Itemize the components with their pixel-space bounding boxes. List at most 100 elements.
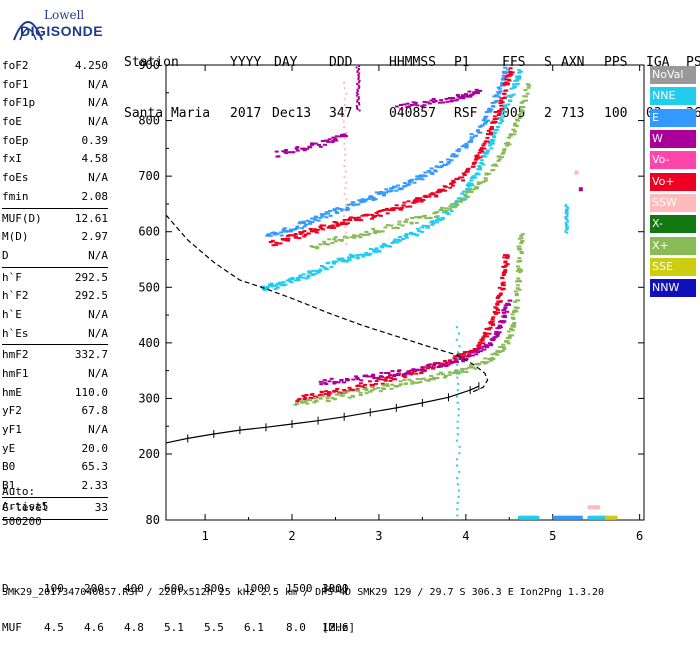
echo-point <box>357 96 360 99</box>
echo-point <box>487 172 492 175</box>
echo-point <box>501 284 506 287</box>
echo-point <box>500 156 505 159</box>
echo-point <box>440 165 444 168</box>
echo-point <box>511 317 516 319</box>
echo-point <box>300 231 305 234</box>
echo-point <box>301 220 306 223</box>
echo-point <box>348 219 353 222</box>
echo-point <box>517 288 522 291</box>
echo-point <box>465 190 470 193</box>
echo-point <box>521 106 526 109</box>
echo-point <box>417 230 422 233</box>
echo-point <box>417 177 422 180</box>
echo-point <box>298 274 303 277</box>
echo-point <box>502 314 507 317</box>
echo-point <box>324 390 329 393</box>
y-tick-label: 900 <box>138 58 160 72</box>
echo-point <box>508 134 513 137</box>
echo-point <box>337 223 342 226</box>
header-value-8: 713 <box>561 106 585 121</box>
echo-point <box>352 236 357 239</box>
echo-point <box>343 87 346 90</box>
muf-cell: 6.1 <box>244 621 264 634</box>
echo-point <box>290 276 295 279</box>
echo-point <box>441 101 446 104</box>
echo-point <box>331 390 336 393</box>
echo-point <box>455 439 458 442</box>
echo-point <box>414 200 419 203</box>
echo-point <box>386 372 391 374</box>
echo-point <box>381 242 386 245</box>
echo-point <box>495 334 500 337</box>
echo-point <box>287 279 292 282</box>
autoscaling-info: Auto: Artist5 500200 <box>2 484 48 529</box>
param-name: hmE <box>2 385 22 399</box>
echo-point <box>490 164 495 167</box>
echo-point <box>350 236 355 239</box>
echo-point <box>456 364 459 366</box>
header-value-7: 2 <box>544 106 552 121</box>
param-row: M(D) 2.97 <box>2 228 108 247</box>
echo-point <box>391 227 396 230</box>
param-value: N/A <box>88 423 108 437</box>
echo-point <box>566 211 569 214</box>
echo-point <box>405 371 410 374</box>
echo-point <box>451 179 456 182</box>
echo-point <box>508 334 512 337</box>
echo-point <box>418 197 423 200</box>
echo-point <box>438 365 443 368</box>
echo-point <box>397 369 402 372</box>
param-name: foEs <box>2 171 29 185</box>
echo-point <box>310 221 315 223</box>
echo-point <box>381 192 386 195</box>
echo-point <box>410 217 415 219</box>
echo-point <box>454 202 459 205</box>
param-row: yF2 67.8 <box>2 402 108 421</box>
echo-point <box>398 239 403 242</box>
echo-point <box>486 149 490 152</box>
echo-point <box>431 192 436 195</box>
echo-point <box>358 236 363 239</box>
echo-point <box>327 138 332 141</box>
echo-point <box>419 378 424 381</box>
echo-point <box>476 183 481 185</box>
echo-point <box>479 181 484 184</box>
echo-point <box>409 104 414 106</box>
echo-point <box>285 230 290 233</box>
echo-point <box>496 95 501 98</box>
echo-point <box>500 78 505 81</box>
echo-point <box>392 241 396 244</box>
echo-point <box>517 257 522 260</box>
echo-point <box>391 185 396 188</box>
echo-point <box>411 233 416 236</box>
param-value: N/A <box>88 96 108 110</box>
echo-point <box>505 310 510 313</box>
echo-point <box>503 271 507 273</box>
echo-point <box>417 216 422 219</box>
echo-point <box>437 188 442 191</box>
echo-point <box>511 128 516 131</box>
param-row: C-level 33 <box>2 499 108 518</box>
echo-point <box>429 167 434 170</box>
muf-unit: [MHz] <box>322 621 356 634</box>
echo-point <box>345 131 348 134</box>
echo-point <box>385 383 390 386</box>
echo-point <box>357 73 360 76</box>
x-tick-label: 2 <box>288 529 295 543</box>
echo-point <box>478 131 483 134</box>
distance-cell: D <box>2 582 9 595</box>
echo-point <box>364 251 369 254</box>
echo-point <box>389 387 394 390</box>
echo-point <box>467 187 472 190</box>
echo-point <box>343 209 346 212</box>
echo-point <box>503 96 508 99</box>
echo-point <box>420 226 425 229</box>
echo-point <box>318 380 323 383</box>
echo-point <box>499 104 504 107</box>
echo-point <box>335 224 340 227</box>
echo-point <box>267 233 271 236</box>
echo-point <box>447 373 452 376</box>
param-value: N/A <box>88 77 108 91</box>
echo-point <box>342 219 347 221</box>
echo-point <box>499 97 504 100</box>
